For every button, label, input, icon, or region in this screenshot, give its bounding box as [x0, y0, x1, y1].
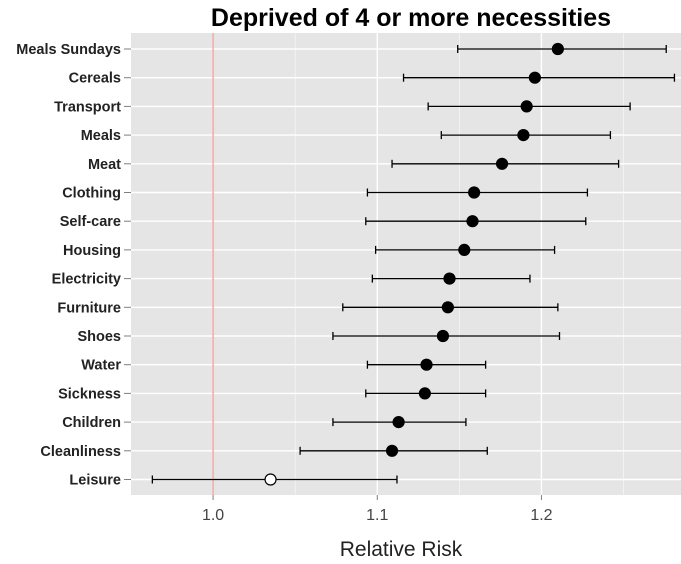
x-tick-labels: 1.0 1.1 1.2: [202, 495, 553, 524]
category-labels: Meals Sundays Cereals Transport Meals Meat Cl…: [16, 42, 131, 489]
category-label: Clothing: [62, 186, 121, 202]
point-estimate: [468, 186, 481, 199]
category-label: Meals Sundays: [16, 42, 121, 58]
category-label: Cleanliness: [40, 444, 121, 460]
category-label: Meat: [88, 157, 121, 173]
point-estimate: [392, 416, 405, 429]
point-estimate: [385, 444, 399, 457]
x-axis-title: Relative Risk: [340, 538, 463, 561]
point-estimate: [520, 100, 533, 113]
category-label: Leisure: [69, 473, 121, 489]
point-estimate: [517, 129, 530, 142]
point-estimate: [528, 71, 541, 84]
point-estimate: [466, 215, 479, 228]
point-estimate: [551, 42, 564, 56]
point-estimate: [441, 301, 454, 314]
category-label: Children: [62, 415, 121, 431]
point-estimate: [436, 329, 450, 343]
point-estimate: [495, 157, 509, 170]
category-label: Transport: [54, 99, 121, 115]
category-label: Cereals: [69, 71, 121, 87]
category-label: Sickness: [58, 386, 121, 402]
category-label: Water: [81, 358, 121, 374]
marks-layer: [151, 42, 676, 486]
category-label: Meals: [81, 128, 121, 144]
point-estimate: [420, 358, 433, 371]
category-label: Furniture: [57, 300, 121, 316]
category-label: Electricity: [52, 272, 121, 288]
plot-panel: [131, 33, 681, 495]
category-label: Self-care: [60, 214, 121, 230]
category-label: Housing: [63, 243, 121, 259]
point-estimate: [264, 473, 277, 486]
x-tick-label: 1.0: [202, 507, 224, 524]
point-estimate: [443, 272, 456, 285]
category-label: Shoes: [77, 329, 121, 345]
point-estimate: [458, 243, 471, 256]
x-tick-label: 1.2: [530, 507, 552, 524]
x-tick-label: 1.1: [366, 507, 388, 524]
chart-title: Deprived of 4 or more necessities: [211, 4, 611, 32]
point-estimate: [418, 387, 431, 400]
